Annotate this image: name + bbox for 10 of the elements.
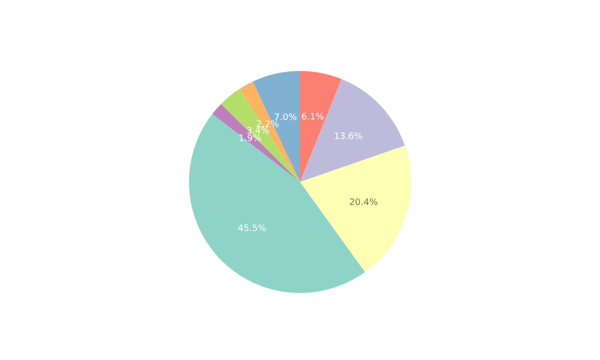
data-label: 45.5% [238,224,267,234]
pie-slice [221,89,300,182]
pie-slice [300,146,411,272]
data-label: 20.4% [349,198,378,208]
pie-slice [239,82,300,182]
data-label: 13.6% [334,132,363,142]
pie-slice [212,104,300,182]
data-label: 7.0% [274,113,298,123]
data-label: 6.1% [301,112,325,123]
pie-slice [300,79,405,182]
